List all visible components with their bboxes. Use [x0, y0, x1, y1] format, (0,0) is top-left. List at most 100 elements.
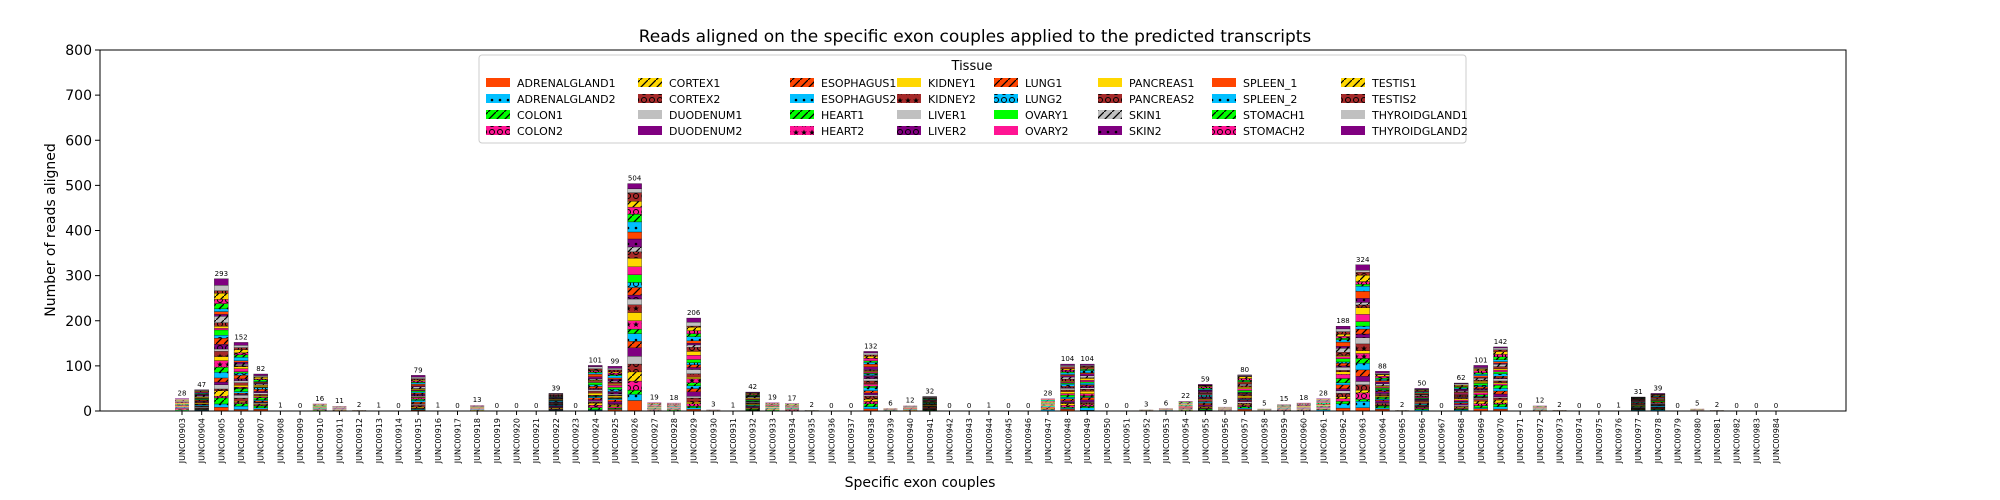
- data-label: 0: [1754, 402, 1758, 410]
- bar-segment: [1040, 408, 1055, 410]
- bar-stack: [1237, 374, 1252, 412]
- legend-swatch: [1341, 94, 1365, 103]
- data-label: 0: [396, 402, 400, 410]
- bar-segment: [863, 352, 878, 356]
- bar-segment: [1375, 380, 1390, 383]
- legend-label: PANCREAS1: [1129, 77, 1194, 90]
- bar-segment: [1355, 307, 1370, 315]
- bar-segment: [1355, 369, 1370, 377]
- bar-segment: [233, 342, 249, 346]
- bar-segment: [1493, 380, 1508, 383]
- bar-segment: [607, 387, 623, 390]
- x-tick-label: JUNC00977: [1634, 418, 1643, 464]
- y-tick-label: 100: [65, 359, 92, 375]
- bar-segment: [607, 392, 623, 395]
- bar-segment: [1355, 399, 1370, 402]
- bar-segment: [1335, 331, 1351, 335]
- bar-segment: [233, 371, 249, 374]
- bar-segment: [1493, 369, 1508, 373]
- bar-segment: [1453, 407, 1469, 409]
- bar-segment: [214, 328, 229, 331]
- bar-segment: [627, 294, 642, 300]
- legend-item: SPLEEN_2: [1212, 93, 1297, 106]
- bar-segment: [1335, 365, 1351, 368]
- bar-segment: [1355, 401, 1370, 408]
- bar-segment: [588, 397, 603, 400]
- bar-stack: [214, 278, 229, 412]
- bar-segment: [1355, 286, 1370, 292]
- bar-stack: [627, 183, 642, 412]
- data-label: 11: [335, 397, 344, 405]
- bar-segment: [410, 386, 426, 389]
- bar-segment: [1335, 348, 1351, 353]
- bar-segment: [253, 392, 268, 395]
- bar-stack: [765, 402, 780, 411]
- legend-swatch: [1341, 126, 1365, 135]
- legend-swatch: [790, 126, 814, 135]
- bar-segment: [1453, 387, 1469, 390]
- bar-segment: [1414, 393, 1429, 395]
- x-tick-label: JUNC00910: [316, 418, 325, 464]
- bar-segment: [1237, 376, 1252, 379]
- bar-stack: [1493, 346, 1508, 412]
- bar-segment: [1316, 409, 1331, 411]
- bar-segment: [1473, 399, 1488, 402]
- bar-stack: [666, 402, 681, 411]
- bar-segment: [1080, 379, 1095, 383]
- bar-segment: [1335, 384, 1351, 389]
- y-tick-label: 600: [65, 133, 92, 149]
- x-tick-label: JUNC00933: [768, 418, 777, 464]
- bar-segment: [686, 343, 701, 346]
- bar-segment: [214, 338, 229, 345]
- legend-swatch: [1212, 126, 1236, 135]
- data-label: 18: [1299, 394, 1308, 402]
- bar-segment: [1060, 400, 1075, 403]
- bar-segment: [1493, 376, 1508, 378]
- bar-segment: [1060, 393, 1075, 396]
- legend-item: ADRENALGLAND1: [486, 77, 616, 90]
- bar-segment: [253, 405, 268, 409]
- data-label: 19: [768, 393, 777, 401]
- bar-segment: [410, 378, 426, 380]
- data-label: 12: [1535, 397, 1544, 405]
- bar-segment: [1355, 275, 1370, 282]
- bar-segment: [627, 312, 642, 321]
- legend-swatch: [994, 94, 1018, 103]
- bar-segment: [1060, 391, 1075, 394]
- bar-segment: [588, 378, 603, 381]
- bar-segment: [233, 345, 249, 348]
- legend-label: THYROIDGLAND1: [1371, 109, 1468, 122]
- bar-segment: [1335, 352, 1351, 356]
- bar-segment: [1355, 321, 1370, 327]
- x-tick-label: JUNC00964: [1378, 418, 1387, 464]
- data-label: 2: [809, 401, 813, 409]
- bar-segment: [214, 396, 229, 399]
- bar-segment: [1493, 368, 1508, 371]
- bar-stack: [647, 402, 662, 411]
- data-label: 0: [1518, 402, 1522, 410]
- bar-segment: [214, 360, 229, 368]
- bar-segment: [233, 402, 249, 404]
- bar-segment: [1237, 404, 1252, 406]
- bar-segment: [214, 322, 229, 327]
- bar-segment: [627, 274, 642, 283]
- bar-segment: [214, 278, 229, 286]
- legend-label: DUODENUM1: [669, 109, 742, 122]
- legend-swatch: [897, 126, 921, 135]
- bar-stack: [588, 365, 603, 412]
- bar-segment: [1060, 368, 1075, 371]
- data-label: 39: [551, 384, 560, 392]
- bar-segment: [686, 364, 701, 368]
- data-label: 0: [1124, 402, 1128, 410]
- legend-label: SPLEEN_1: [1243, 77, 1297, 90]
- bar-segment: [214, 316, 229, 323]
- x-tick-label: JUNC00969: [1477, 418, 1486, 464]
- x-tick-label: JUNC00909: [296, 418, 305, 464]
- legend-item: ESOPHAGUS1: [790, 77, 896, 90]
- legend-swatch: [897, 94, 921, 103]
- bar-segment: [1375, 389, 1390, 391]
- x-tick-label: JUNC00932: [749, 418, 758, 464]
- bar-segment: [1237, 385, 1252, 388]
- x-tick-label: JUNC00950: [1103, 418, 1112, 464]
- bar-segment: [1335, 338, 1351, 340]
